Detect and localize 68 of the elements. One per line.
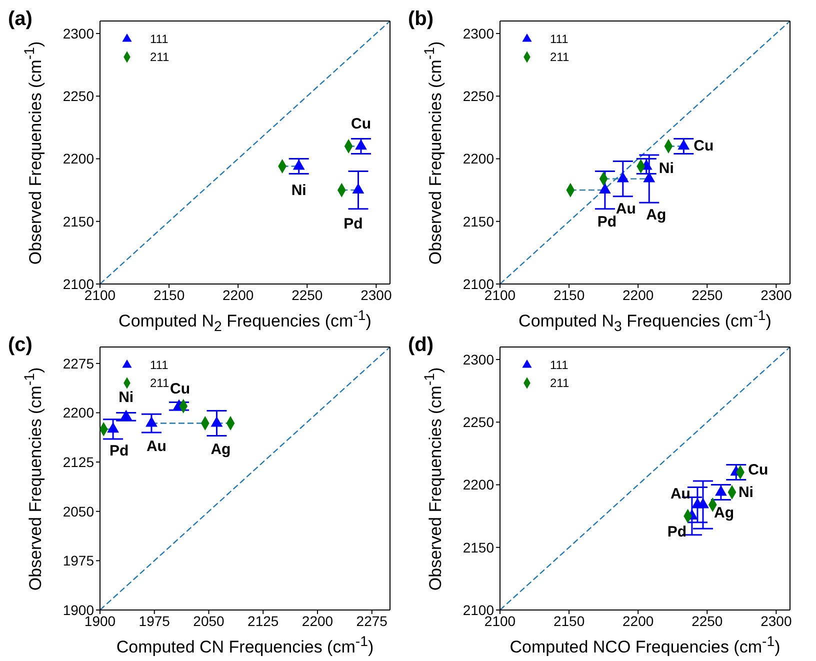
y-tick-label: 2125 [62,454,94,470]
x-axis-title: Computed N$_{2}$ Frequencies (cm$^{-1}$) [118,308,372,336]
x-tick-label: 2200 [622,612,654,629]
x-tick-label: 2150 [153,286,185,303]
annotation: Ni [738,484,754,501]
x-tick-label: 2300 [760,612,792,629]
legend-label: 111 [550,31,568,48]
x-tick-label: 2250 [292,286,323,303]
x-tick-label: 2200 [622,286,654,303]
annotation: Pd [597,214,617,231]
annotation: Au [616,200,636,218]
x-tick-label: 2200 [222,286,254,303]
chart-title: (c) [8,334,32,357]
y-tick-label: 2050 [62,503,94,520]
chart-title: (d) [408,334,434,357]
annotation: Pd [344,216,363,233]
legend-label: 111 [550,357,568,374]
x-axis-title: Computed N$_{3}$ Frequencies (cm$^{-1}$) [518,308,772,336]
legend-label: 211 [550,49,570,66]
y-tick-label: 2150 [62,213,94,230]
y-tick-label: 2300 [62,25,94,42]
annotation: Pd [109,442,129,460]
annotation: Pd [667,524,687,541]
y-tick-label: 2275 [62,355,94,372]
annotation: Ag [714,504,734,522]
legend-label: 211 [550,375,570,392]
y-tick-label: 2200 [62,150,94,167]
x-tick-label: 2250 [692,612,723,629]
annotation: Ag [646,206,666,224]
y-tick-label: 2150 [462,213,494,230]
x-tick-label: 2125 [248,612,279,629]
y-tick-label: 2250 [62,88,94,104]
x-tick-label: 1975 [138,612,170,629]
annotation: Ag [210,440,231,458]
annotation: Ni [291,182,306,199]
annotation: Cu [351,116,371,133]
legend-label: 111 [150,31,168,48]
y-tick-label: 2200 [62,404,94,421]
y-tick-label: 2200 [462,150,494,167]
annotation: Ni [658,160,674,177]
chart-title: (b) [408,8,434,31]
annotation: Cu [748,462,768,479]
y-tick-label: 2150 [462,539,494,556]
x-axis-title: Computed CN Frequencies (cm$^{-1}$) [115,634,375,658]
annotation: Cu [694,138,714,155]
annotation: Cu [170,380,190,398]
x-tick-label: 2300 [760,286,792,303]
y-tick-label: 2300 [462,351,494,368]
annotation: Au [670,485,690,502]
y-tick-label: 2250 [462,88,494,104]
legend-label: 211 [150,375,170,392]
x-tick-label: 2300 [360,286,392,303]
x-tick-label: 2250 [692,286,723,303]
annotation: Ni [118,389,134,406]
x-tick-label: 2275 [356,612,388,629]
x-axis-title: Computed NCO Frequencies (cm$^{-1}$) [508,634,782,658]
legend-label: 211 [150,49,170,66]
y-tick-label: 1975 [62,552,94,569]
chart-title: (a) [8,8,32,31]
x-tick-label: 2150 [553,612,585,629]
legend-label: 111 [150,357,168,374]
x-tick-label: 2200 [302,612,334,629]
y-tick-label: 2250 [462,414,494,430]
y-tick-label: 2200 [462,476,494,493]
x-tick-label: 2150 [553,286,585,303]
annotation: Au [146,438,166,455]
x-tick-label: 2050 [193,612,225,629]
y-tick-label: 2300 [462,25,494,42]
